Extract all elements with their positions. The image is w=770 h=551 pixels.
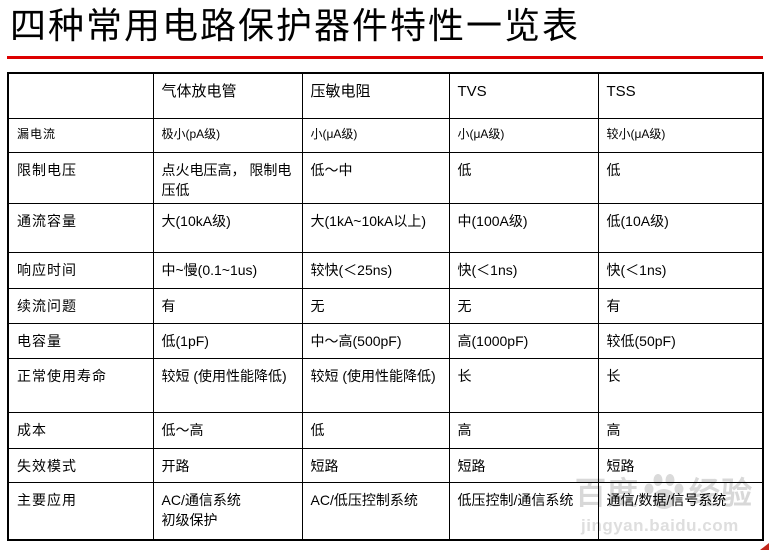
- table-row: 续流问题 有 无 无 有: [7, 287, 764, 324]
- table-cell: 小(μA级): [301, 117, 450, 153]
- table-cell: 无: [448, 287, 599, 324]
- table-cell: 快(＜1ns): [448, 251, 599, 289]
- table-cell: 短路: [301, 447, 450, 483]
- table-cell: 低～高: [152, 411, 303, 449]
- table-row: 限制电压 点火电压高， 限制电压低 低～中 低 低: [7, 151, 764, 204]
- table-cell: 较短 (使用性能降低): [152, 357, 303, 413]
- column-header-cell: 气体放电管: [152, 72, 303, 119]
- table-cell: 长: [597, 357, 764, 413]
- table-cell: 低: [301, 411, 450, 449]
- row-header-cell: 续流问题: [7, 287, 154, 324]
- row-header-cell: 响应时间: [7, 251, 154, 289]
- row-header-cell: 电容量: [7, 322, 154, 359]
- row-header-cell: 通流容量: [7, 202, 154, 253]
- table-cell: AC/通信系统 初级保护: [152, 481, 303, 541]
- table-header-row: 气体放电管 压敏电阻 TVS TSS: [7, 72, 764, 119]
- table-cell: 低: [597, 151, 764, 204]
- table-row: 失效模式 开路 短路 短路 短路: [7, 447, 764, 483]
- table-row: 正常使用寿命 较短 (使用性能降低) 较短 (使用性能降低) 长 长: [7, 357, 764, 413]
- page-title: 四种常用电路保护器件特性一览表: [10, 6, 581, 46]
- table-cell: 中～高(500pF): [301, 322, 450, 359]
- row-header-cell: 正常使用寿命: [7, 357, 154, 413]
- table-cell: 较低(50pF): [597, 322, 764, 359]
- table-cell: 较快(＜25ns): [301, 251, 450, 289]
- title-underline: [7, 56, 763, 59]
- table-row: 响应时间 中~慢(0.1~1us) 较快(＜25ns) 快(＜1ns) 快(＜1…: [7, 251, 764, 289]
- table-cell: AC/低压控制系统: [301, 481, 450, 541]
- row-header-cell: 限制电压: [7, 151, 154, 204]
- table-cell: 有: [152, 287, 303, 324]
- table-cell: 无: [301, 287, 450, 324]
- table-cell: 高(1000pF): [448, 322, 599, 359]
- corner-artifact: [760, 543, 769, 550]
- column-header-cell: TSS: [597, 72, 764, 119]
- table-row: 漏电流 极小(pA级) 小(μA级) 小(μA级) 较小(μA级): [7, 117, 764, 153]
- table-cell: 中~慢(0.1~1us): [152, 251, 303, 289]
- row-header-cell: 主要应用: [7, 481, 154, 541]
- row-header-cell: 失效模式: [7, 447, 154, 483]
- table-cell: 中(100A级): [448, 202, 599, 253]
- table-cell: 极小(pA级): [152, 117, 303, 153]
- table-cell: 长: [448, 357, 599, 413]
- row-header-cell: 漏电流: [7, 117, 154, 153]
- table-cell: 低(1pF): [152, 322, 303, 359]
- table-cell: 较短 (使用性能降低): [301, 357, 450, 413]
- table-cell: 大(10kA级): [152, 202, 303, 253]
- table-row: 电容量 低(1pF) 中～高(500pF) 高(1000pF) 较低(50pF): [7, 322, 764, 359]
- table-cell: 低: [448, 151, 599, 204]
- table-cell: 低压控制/通信系统: [448, 481, 599, 541]
- table-cell: 较小(μA级): [597, 117, 764, 153]
- table-cell: 低～中: [301, 151, 450, 204]
- table-row: 成本 低～高 低 高 高: [7, 411, 764, 449]
- table-cell: 短路: [448, 447, 599, 483]
- comparison-table: 气体放电管 压敏电阻 TVS TSS 漏电流 极小(pA级) 小(μA级) 小(…: [7, 72, 764, 541]
- table-cell: 通信/数据/信号系统: [597, 481, 764, 541]
- table-cell: 开路: [152, 447, 303, 483]
- table-row: 主要应用 AC/通信系统 初级保护 AC/低压控制系统 低压控制/通信系统 通信…: [7, 481, 764, 541]
- column-header-cell: TVS: [448, 72, 599, 119]
- table-cell: 高: [448, 411, 599, 449]
- column-header-cell: 压敏电阻: [301, 72, 450, 119]
- column-header-cell: [7, 72, 154, 119]
- table-cell: 小(μA级): [448, 117, 599, 153]
- table-row: 通流容量 大(10kA级) 大(1kA~10kA以上) 中(100A级) 低(1…: [7, 202, 764, 253]
- table-cell: 点火电压高， 限制电压低: [152, 151, 303, 204]
- row-header-cell: 成本: [7, 411, 154, 449]
- table-cell: 有: [597, 287, 764, 324]
- table-cell: 快(＜1ns): [597, 251, 764, 289]
- table-cell: 高: [597, 411, 764, 449]
- table-cell: 大(1kA~10kA以上): [301, 202, 450, 253]
- table-cell: 低(10A级): [597, 202, 764, 253]
- table-cell: 短路: [597, 447, 764, 483]
